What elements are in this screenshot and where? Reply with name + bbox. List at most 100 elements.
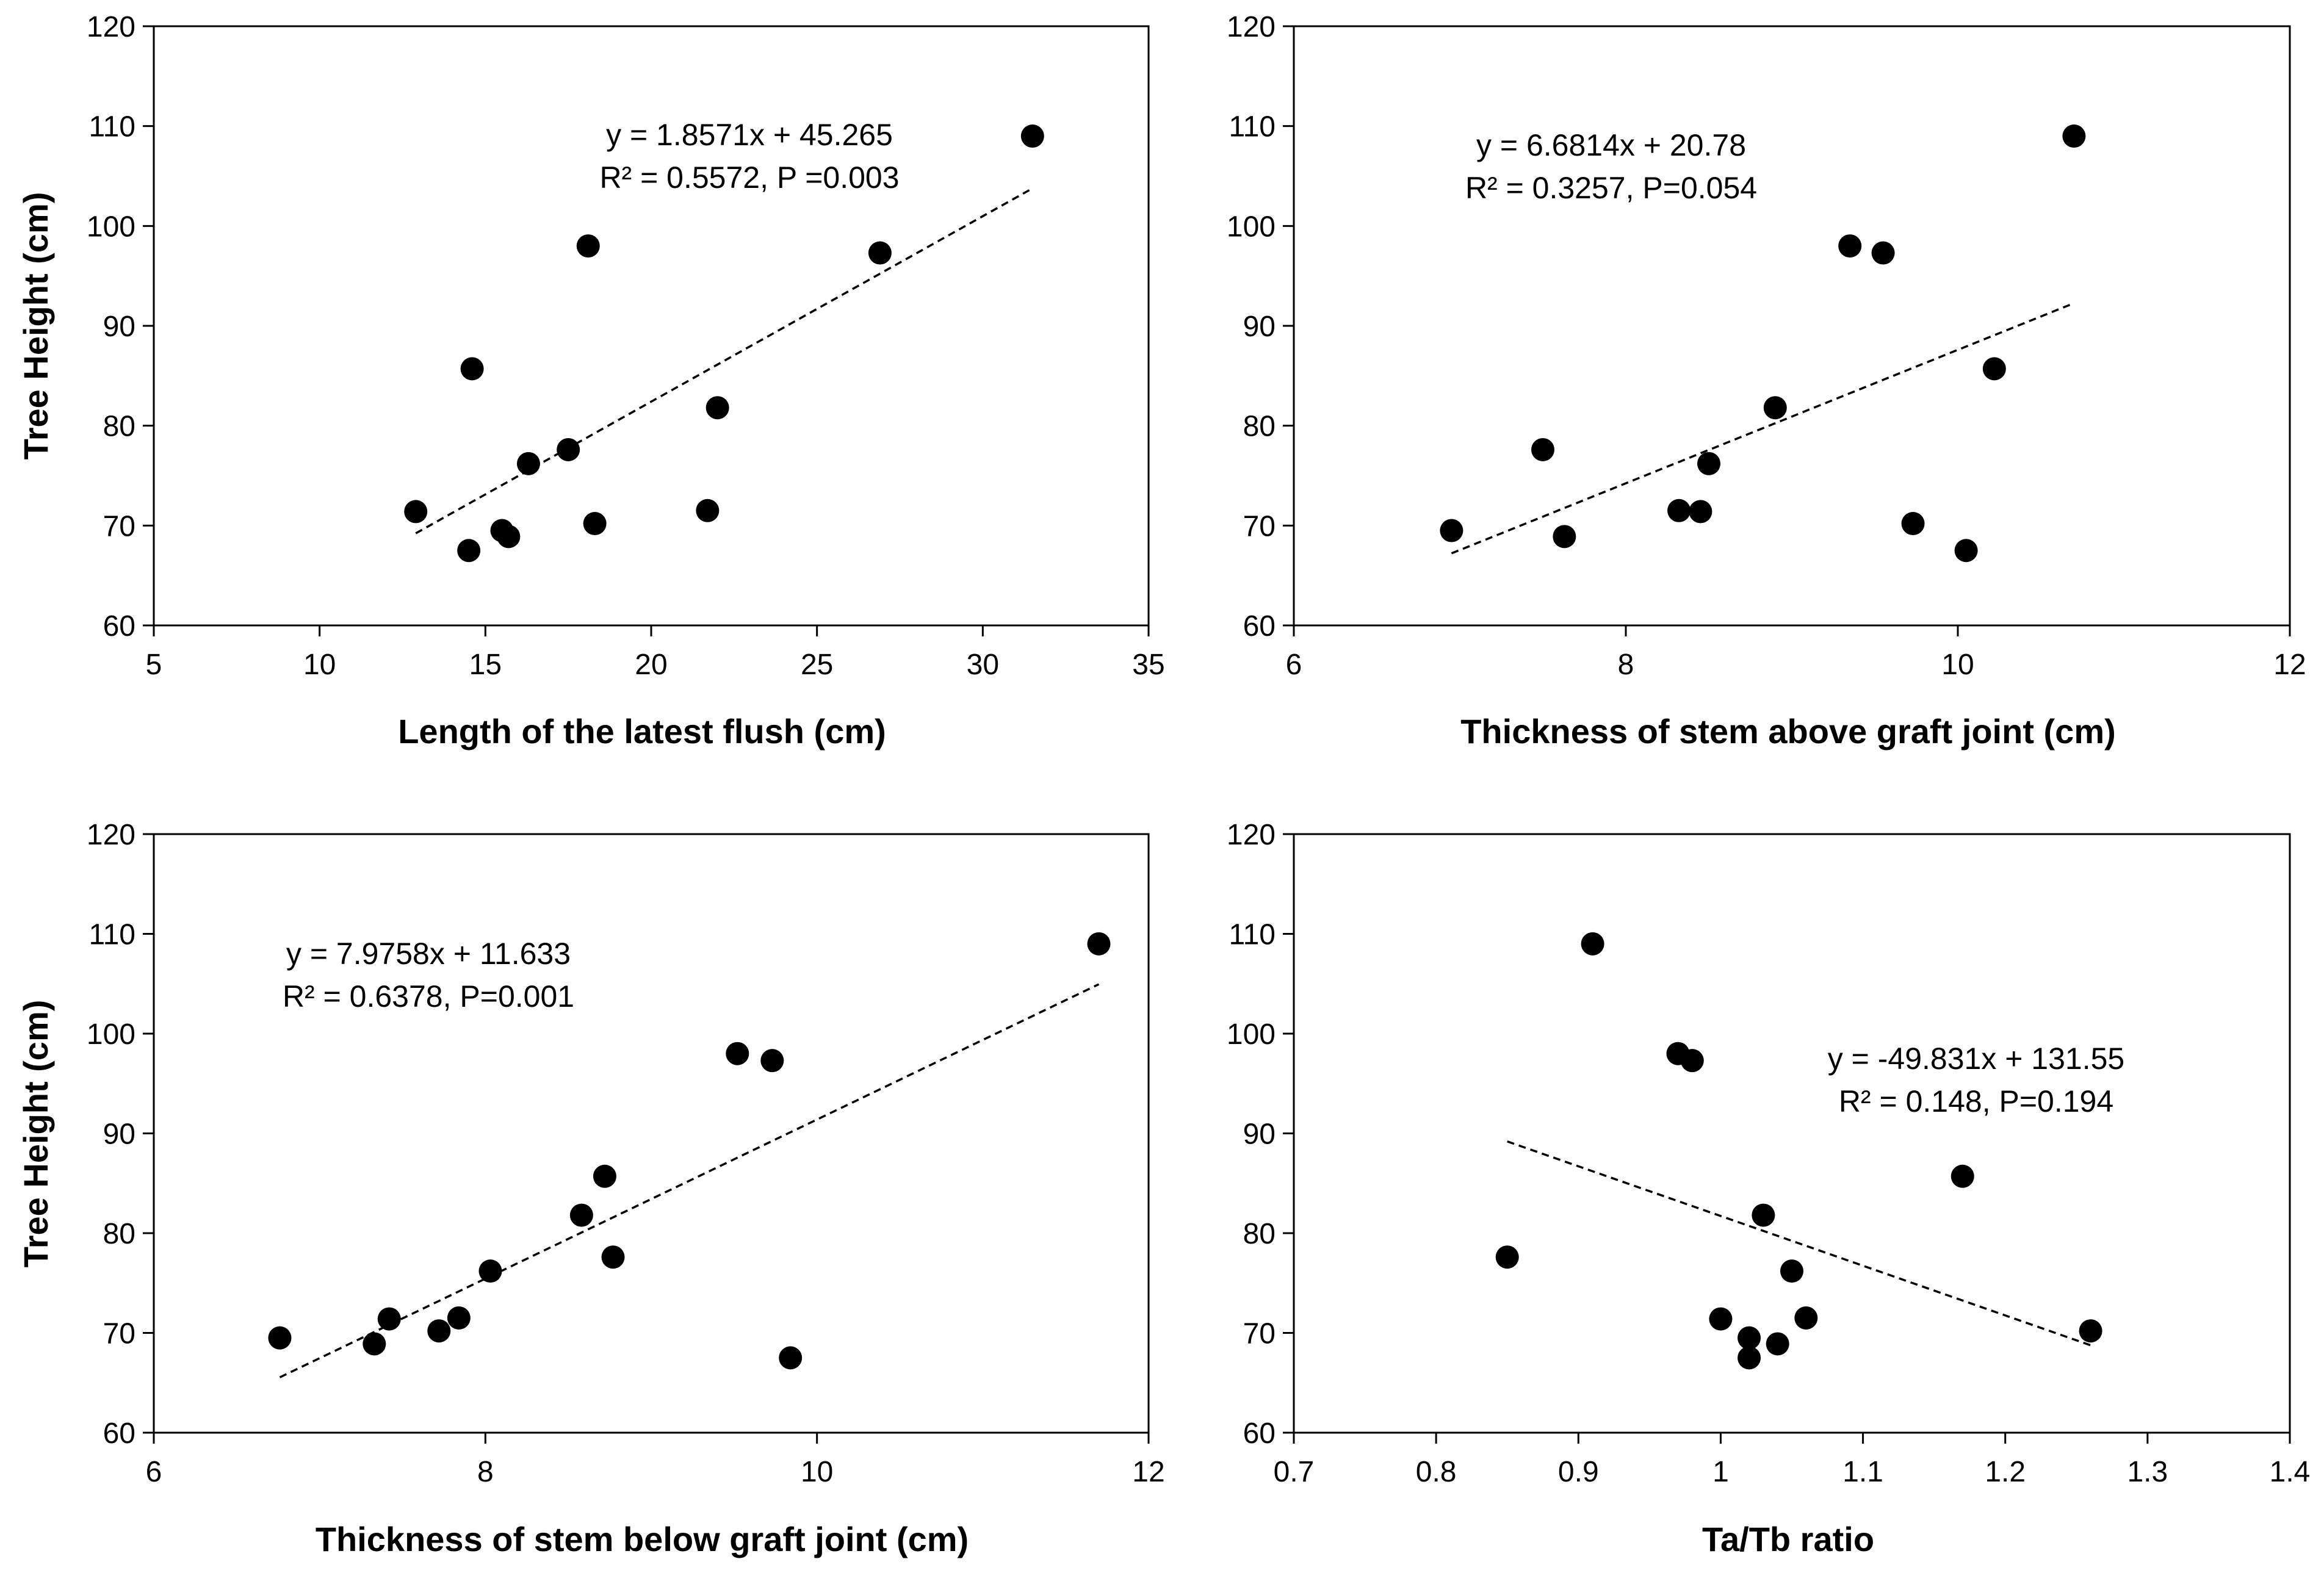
data-points — [1495, 932, 2102, 1370]
x-tick-label: 25 — [801, 649, 833, 681]
x-tick-label: 30 — [967, 649, 999, 681]
y-tick-label: 60 — [1243, 1417, 1276, 1450]
regression-equation: y = 6.6814x + 20.78 — [1476, 128, 1746, 162]
regression-stats: R² = 0.6378, P=0.001 — [283, 979, 574, 1013]
y-tick-label: 90 — [1243, 311, 1276, 343]
data-point — [460, 357, 484, 381]
y-axis-ticks: 60 70 80 90 100 110 120 — [1227, 11, 1294, 643]
plot-area-frame — [153, 25, 1150, 627]
y-tick-label: 110 — [88, 111, 135, 143]
data-point — [377, 1307, 401, 1331]
y-tick-label: 110 — [1229, 111, 1276, 143]
y-tick-label: 90 — [1243, 1118, 1276, 1151]
x-tick-label: 10 — [801, 1456, 833, 1488]
y-tick-label: 110 — [88, 919, 135, 951]
y-tick-label: 80 — [103, 411, 135, 443]
y-tick-label: 90 — [103, 311, 135, 343]
data-points — [404, 124, 1044, 563]
data-point — [696, 499, 720, 522]
data-point — [1763, 396, 1787, 420]
regression-stats: R² = 0.148, P=0.194 — [1839, 1084, 2113, 1118]
regression-annotation: y = 6.6814x + 20.78 R² = 0.3257, P=0.054 — [1465, 128, 1757, 205]
regression-annotation: y = -49.831x + 131.55 R² = 0.148, P=0.194 — [1828, 1042, 2124, 1118]
data-point — [363, 1332, 386, 1356]
y-tick-label: 80 — [103, 1218, 135, 1250]
x-tick-label: 1.2 — [1985, 1456, 2026, 1488]
data-point — [2079, 1319, 2102, 1343]
x-axis-title: Ta/Tb ratio — [1702, 1520, 1874, 1558]
x-tick-label: 1 — [1712, 1456, 1729, 1488]
data-point — [516, 452, 540, 475]
x-axis-ticks: 5 10 15 20 25 30 35 — [146, 625, 1165, 681]
data-point — [576, 234, 600, 258]
x-tick-label: 1.1 — [1842, 1456, 1883, 1488]
data-point — [1087, 932, 1111, 956]
y-tick-label: 70 — [103, 1318, 135, 1350]
x-tick-label: 1.3 — [2127, 1456, 2168, 1488]
data-point — [868, 241, 892, 265]
data-point — [779, 1346, 803, 1370]
data-point — [1871, 241, 1895, 265]
data-point — [1709, 1307, 1733, 1331]
data-point — [1954, 539, 1978, 563]
x-axis-title: Thickness of stem below graft joint (cm) — [316, 1520, 969, 1558]
data-point — [1752, 1203, 1775, 1227]
y-tick-label: 120 — [87, 819, 135, 851]
regression-stats: R² = 0.5572, P =0.003 — [599, 160, 899, 195]
data-point — [1780, 1259, 1803, 1283]
data-point — [760, 1049, 784, 1073]
data-point — [427, 1319, 451, 1343]
chart-panel-4: 60 70 80 90 100 110 120 0.7 0.8 0.9 1 1.1 1.2 1.3 1.4 y… — [1227, 819, 2310, 1558]
y-tick-label: 60 — [103, 1417, 135, 1450]
data-point — [1838, 234, 1862, 258]
y-axis-ticks: 60 70 80 90 100 110 120 — [1227, 819, 1294, 1450]
regression-equation: y = -49.831x + 131.55 — [1828, 1042, 2124, 1076]
x-tick-label: 12 — [1132, 1456, 1164, 1488]
y-axis-title: Tree Height (cm) — [16, 1000, 55, 1268]
chart-panel-3: 60 70 80 90 100 110 120 6 8 10 12 y = 7.9758x + 11.… — [16, 819, 1165, 1558]
x-axis-ticks: 6 8 10 12 — [146, 1433, 1165, 1488]
x-tick-label: 6 — [146, 1456, 162, 1488]
x-tick-label: 10 — [1941, 649, 1974, 681]
x-tick-label: 15 — [469, 649, 502, 681]
data-point — [268, 1326, 292, 1350]
data-point — [569, 1203, 593, 1227]
y-tick-label: 70 — [103, 510, 135, 542]
x-tick-label: 1.4 — [2270, 1456, 2311, 1488]
data-point — [1581, 932, 1604, 956]
data-point — [1766, 1332, 1789, 1356]
regression-annotation: y = 7.9758x + 11.633 R² = 0.6378, P=0.001 — [283, 937, 574, 1013]
x-axis-ticks: 6 8 10 12 — [1286, 625, 2306, 681]
x-tick-label: 8 — [1618, 649, 1634, 681]
data-point — [1689, 500, 1712, 524]
y-tick-label: 120 — [87, 11, 135, 43]
trendline — [279, 983, 1100, 1378]
y-tick-label: 100 — [1227, 1018, 1276, 1051]
data-point — [601, 1245, 625, 1269]
data-point — [1697, 452, 1720, 475]
y-tick-label: 80 — [1243, 1218, 1276, 1250]
y-tick-label: 120 — [1227, 11, 1276, 43]
data-point — [726, 1042, 749, 1065]
data-point — [1951, 1164, 1974, 1188]
x-axis-ticks: 0.7 0.8 0.9 1 1.1 1.2 1.3 1.4 — [1274, 1433, 2311, 1488]
data-point — [404, 500, 428, 524]
data-point — [1440, 519, 1463, 542]
data-point — [447, 1306, 471, 1330]
data-point — [1794, 1306, 1818, 1330]
y-axis-title: Tree Height (cm) — [16, 192, 55, 460]
chart-panel-1: 60 70 80 90 100 110 120 5 10 15 20 25 30 35 y = 1.8571… — [16, 11, 1165, 751]
data-point — [1901, 512, 1925, 536]
y-tick-label: 70 — [1243, 1318, 1276, 1350]
regression-annotation: y = 1.8571x + 45.265 R² = 0.5572, P =0.00… — [599, 118, 899, 195]
x-tick-label: 20 — [635, 649, 667, 681]
x-tick-label: 0.8 — [1416, 1456, 1457, 1488]
chart-panel-2: 60 70 80 90 100 110 120 6 8 10 12 y = 6.6814x + 20.… — [1227, 11, 2306, 751]
y-tick-label: 100 — [1227, 211, 1276, 243]
x-tick-label: 0.9 — [1558, 1456, 1599, 1488]
data-point — [1982, 357, 2006, 381]
data-point — [1553, 525, 1576, 549]
x-tick-label: 5 — [146, 649, 162, 681]
y-tick-label: 70 — [1243, 510, 1276, 542]
